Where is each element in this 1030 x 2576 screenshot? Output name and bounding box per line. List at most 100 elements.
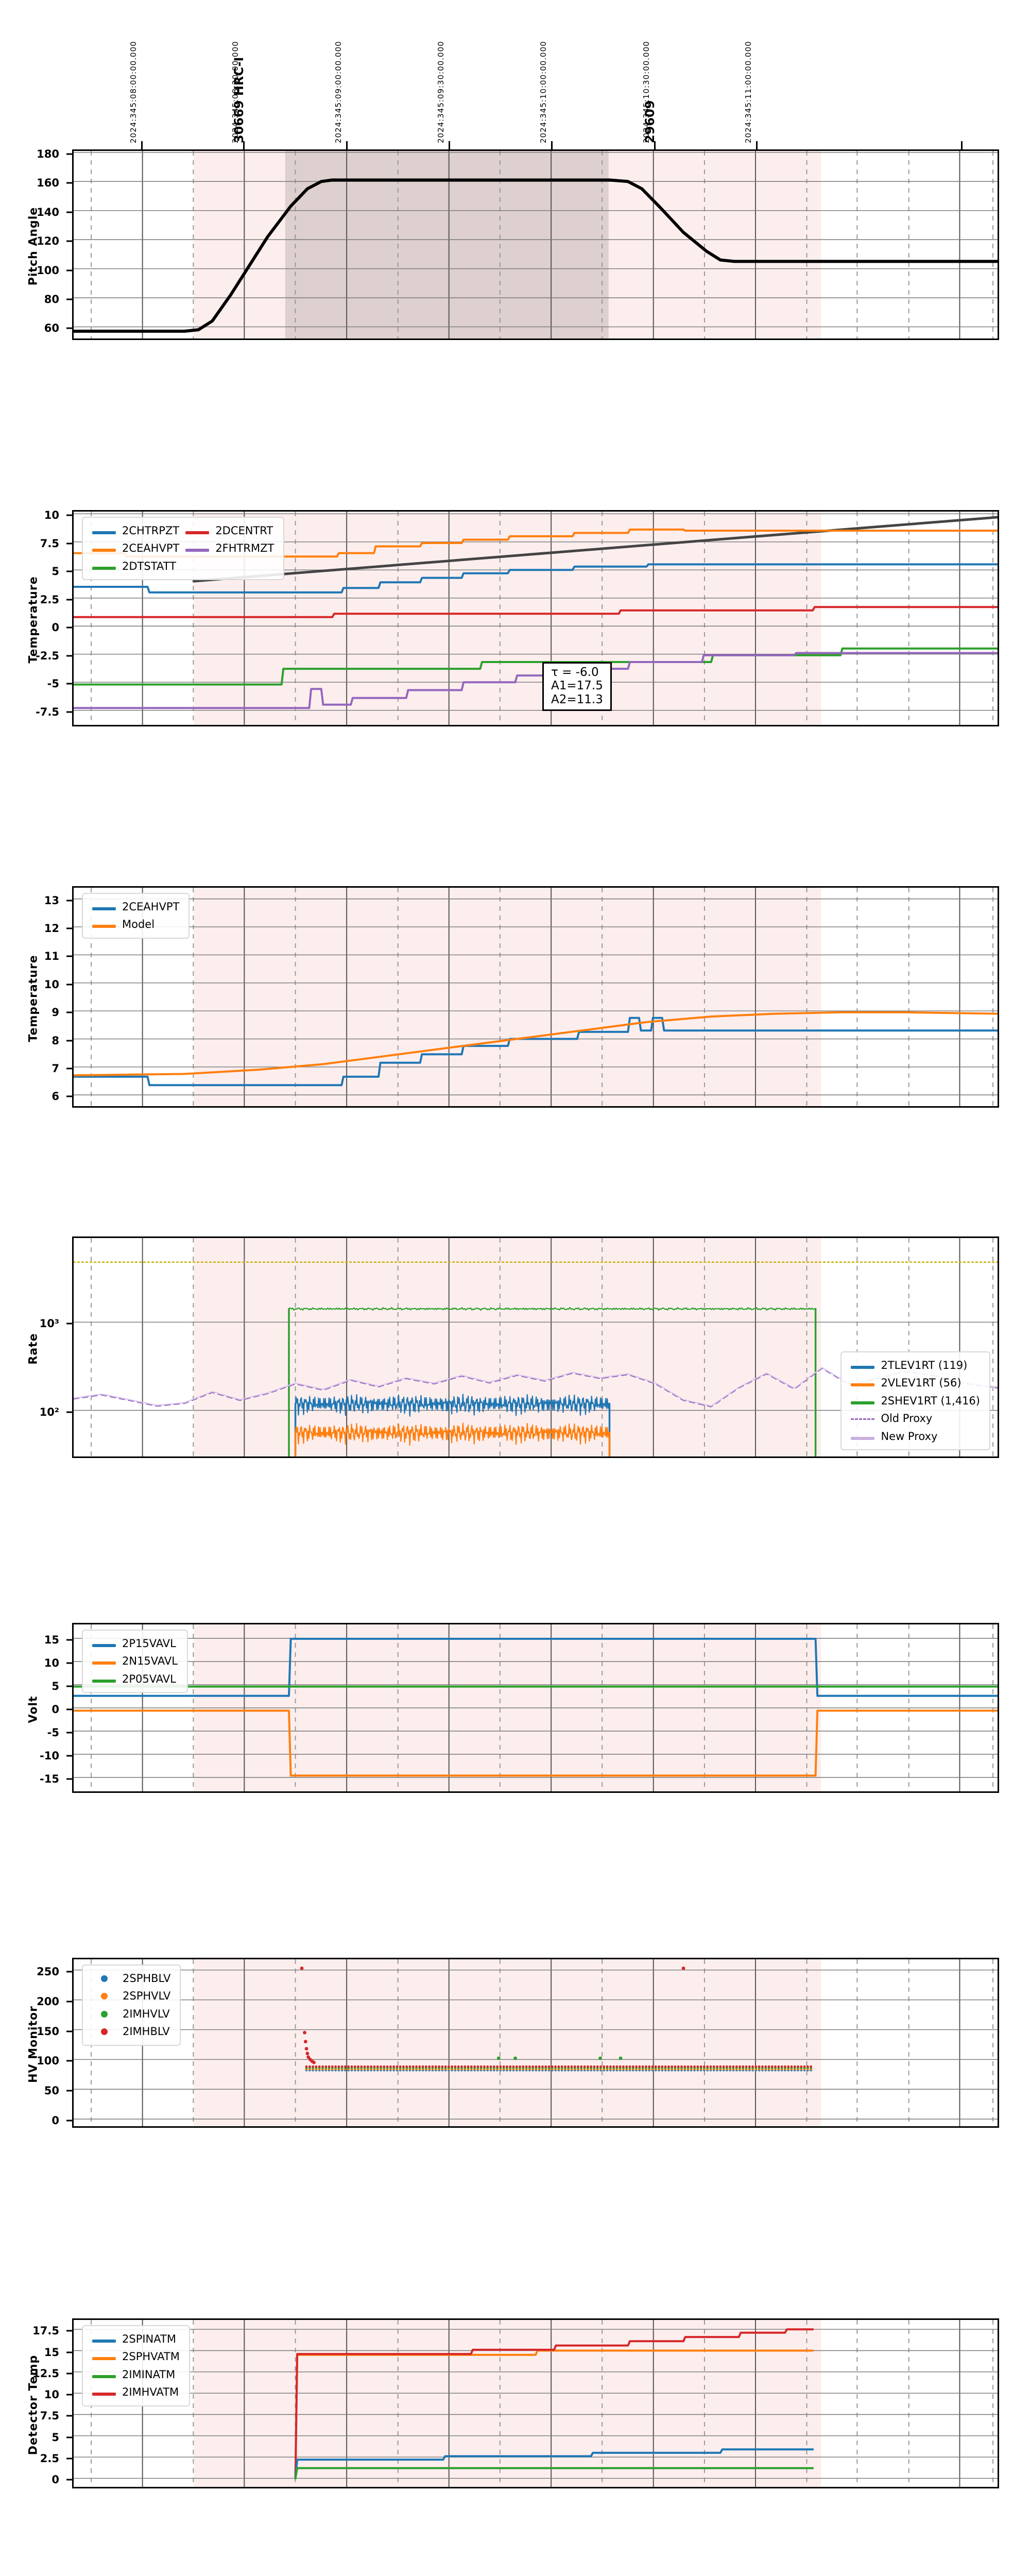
top-tick-mark (654, 141, 656, 149)
series-2imhblv-point (631, 2065, 634, 2068)
legend-detector_temp[interactable]: 2SPINATM 2SPHVATM 2IMINATM 2IMHVATM (82, 2325, 190, 2406)
series-2imhblv-point (522, 2065, 525, 2068)
y-tick-label: 13 (44, 894, 59, 907)
series-2imhblv-point (690, 2065, 693, 2068)
series-2imhblv-point (671, 2065, 674, 2068)
series-2imhblv-point (467, 2065, 470, 2068)
y-tick-mark (66, 269, 74, 272)
y-tick-label: 17.5 (32, 2325, 59, 2337)
legend-model_fit[interactable]: 2CEAHVPT Model (82, 893, 190, 939)
series-model (74, 1011, 998, 1077)
top-tick-mark (961, 141, 963, 149)
series-2imhblv-point (625, 2065, 628, 2068)
y-axis-label-model_fit: Temperature (27, 955, 40, 1042)
y-tick-mark (66, 1708, 74, 1710)
y-tick-label: -2.5 (36, 649, 59, 662)
series-2imhblv-point (612, 2065, 615, 2068)
legend-swatch (89, 2366, 119, 2383)
y-tick-label: 160 (37, 177, 59, 190)
series-2imhblv-point (644, 2065, 647, 2068)
series-2imhblv-point (729, 2065, 732, 2068)
series-2imhblv-point (457, 2065, 460, 2068)
series-2imhblv-point (360, 2065, 363, 2068)
y-tick-mark (66, 900, 74, 902)
y-tick-mark (66, 1755, 74, 1757)
y-tick-mark (66, 240, 74, 242)
y-tick-label: 15 (44, 2346, 59, 2359)
legend-swatch (182, 539, 212, 557)
series-green-dots-point (513, 2056, 517, 2060)
series-2imhblv-point (709, 2065, 712, 2068)
y-tick-label: 11 (44, 950, 59, 963)
y-tick-mark (66, 1040, 74, 1042)
legend-hv_monitor[interactable]: 2SPHBLV 2SPHVLV 2IMHVLV 2IMHBLV (82, 1964, 181, 2046)
series-2imhblv-point (703, 2065, 706, 2068)
series-2imhblv-point (674, 2065, 677, 2068)
plot-area-temperature_multi (74, 512, 998, 725)
legend-swatch (89, 916, 119, 933)
legend-swatch (89, 898, 119, 916)
legend-label: 2P15VAVL (122, 1637, 176, 1650)
series-2imhblv-point (661, 2065, 664, 2068)
series-2imhblv-point (615, 2065, 619, 2068)
series-green-dots-point (598, 2056, 602, 2060)
legend-temperature_multi[interactable]: 2CHTRPZT 2DCENTRT 2CEAHVPT 2FHTRMZT 2DTSTATT (82, 517, 285, 581)
legend-rate[interactable]: 2TLEV1RT (119) 2VLEV1RT (56) 2SHEV1RT (1,4… (840, 1351, 990, 1450)
y-tick-mark (66, 1662, 74, 1664)
legend-swatch (848, 1374, 878, 1392)
series-2imhblv-point (557, 2065, 560, 2068)
series-outliers-point (305, 2052, 310, 2056)
series-2imhblv-point (308, 2065, 311, 2068)
y-tick-label: 80 (44, 293, 59, 306)
y-tick-mark (66, 298, 74, 300)
series-2imhblv-point (638, 2065, 641, 2068)
y-tick-mark (66, 626, 74, 629)
series-2vlev1rt (295, 1422, 610, 1446)
fit-parameters-annotation: τ = -6.0 A1=17.5 A2=11.3 (542, 662, 612, 711)
legend-label: 2N15VAVL (122, 1655, 178, 1668)
series-2imhblv-point (392, 2065, 396, 2068)
series-2imhblv-point (712, 2065, 715, 2068)
series-2imhblv-point (654, 2065, 657, 2068)
plot-canvas-detector_temp (74, 2320, 998, 2487)
series-2imhblv-point (505, 2065, 508, 2068)
series-2imhblv-point (464, 2065, 467, 2068)
series-2imhblv-point (489, 2065, 492, 2068)
legend-swatch (848, 1392, 878, 1410)
series-outliers-point (303, 2040, 307, 2044)
series-2imhblv-point (519, 2065, 521, 2068)
series-2imhblv-point (603, 2065, 606, 2068)
time-label-3: 2024:345:09:00:00.000 (333, 41, 343, 143)
series-2imhblv-point (719, 2065, 722, 2068)
legend-label: 2SPHVATM (122, 2350, 180, 2363)
y-axis-label-pitch: Pitch Angle (27, 207, 40, 286)
legend-label: 2P05VAVL (122, 1672, 176, 1685)
legend-label: 2CEAHVPT (122, 901, 180, 913)
plot-area-pitch (74, 151, 998, 338)
y-tick-mark (66, 153, 74, 155)
y-tick-label: 0 (52, 621, 59, 634)
series-2imhblv-point (551, 2065, 554, 2068)
series-2imhblv-point (622, 2065, 625, 2068)
series-2imhblv-point (376, 2065, 379, 2068)
series-2imhblv-point (470, 2065, 473, 2068)
series-2imhblv-point (806, 2065, 809, 2068)
series-outliers-point (303, 2030, 306, 2035)
y-tick-label: -5 (47, 1726, 59, 1739)
plot-area-model_fit (74, 888, 998, 1106)
y-tick-mark (66, 1732, 74, 1734)
series-2imhblv-point (693, 2065, 696, 2068)
series-2imhblv-point (567, 2065, 570, 2068)
legend-volt[interactable]: 2P15VAVL 2N15VAVL 2P05VAVL (82, 1630, 188, 1693)
series-2imhblv-point (370, 2065, 373, 2068)
y-axis-label-rate: Rate (27, 1333, 40, 1365)
y-tick-label: 7.5 (40, 537, 59, 550)
series-2imhblv-point (538, 2065, 541, 2068)
y-tick-mark (66, 955, 74, 957)
plot-canvas-hv_monitor (74, 1959, 998, 2126)
series-2n15vavl (74, 1709, 998, 1777)
series-outliers-point (681, 1966, 685, 1970)
series-2imhblv-point (554, 2065, 557, 2068)
series-2imhblv-point (496, 2065, 499, 2068)
